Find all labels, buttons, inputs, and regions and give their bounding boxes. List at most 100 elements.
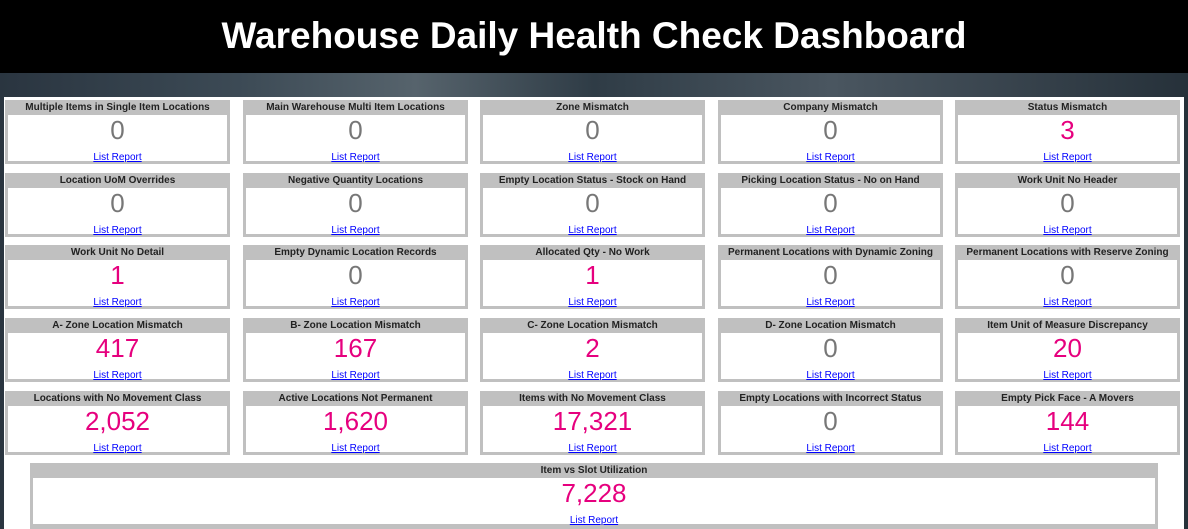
list-report-link[interactable]: List Report	[806, 152, 855, 163]
metric-card: Location UoM Overrides 0 List Report	[5, 173, 230, 237]
card-title: Work Unit No Detail	[70, 247, 165, 258]
card-title: Empty Location Status - Stock on Hand	[498, 175, 687, 186]
list-report-link[interactable]: List Report	[1043, 370, 1092, 381]
card-title: Permanent Locations with Reserve Zoning	[966, 247, 1169, 258]
metric-card: Zone Mismatch 0 List Report	[480, 100, 705, 164]
card-body: 0 List Report	[721, 115, 940, 163]
card-value: 0	[348, 188, 363, 218]
card-title: Multiple Items in Single Item Locations	[25, 102, 210, 113]
metric-card: Empty Pick Face - A Movers 144 List Repo…	[955, 391, 1180, 455]
card-value: 7,228	[561, 478, 627, 508]
card-title: Permanent Locations with Dynamic Zoning	[727, 247, 934, 258]
metric-card: Multiple Items in Single Item Locations …	[5, 100, 230, 164]
card-value: 0	[1060, 260, 1075, 290]
card-value: 1	[585, 260, 600, 290]
card-body: 0 List Report	[246, 260, 465, 308]
list-report-link[interactable]: List Report	[331, 443, 380, 454]
card-body: 144 List Report	[958, 406, 1177, 454]
card-title: Work Unit No Header	[1017, 175, 1118, 186]
card-title: Main Warehouse Multi Item Locations	[266, 102, 445, 113]
card-body: 7,228 List Report	[33, 478, 1155, 526]
list-report-link[interactable]: List Report	[806, 370, 855, 381]
metric-card: Permanent Locations with Dynamic Zoning …	[718, 245, 943, 309]
card-body: 0 List Report	[958, 260, 1177, 308]
card-body: 167 List Report	[246, 333, 465, 381]
card-title: Item Unit of Measure Discrepancy	[987, 320, 1148, 331]
card-value: 0	[1060, 188, 1075, 218]
list-report-link[interactable]: List Report	[568, 152, 617, 163]
metric-card: Item vs Slot Utilization 7,228 List Repo…	[30, 463, 1158, 529]
card-value: 0	[823, 333, 838, 363]
metric-card: Company Mismatch 0 List Report	[718, 100, 943, 164]
metric-card: Empty Dynamic Location Records 0 List Re…	[243, 245, 468, 309]
list-report-link[interactable]: List Report	[331, 225, 380, 236]
list-report-link[interactable]: List Report	[93, 370, 142, 381]
card-value: 0	[823, 260, 838, 290]
card-body: 1 List Report	[483, 260, 702, 308]
metric-card: Locations with No Movement Class 2,052 L…	[5, 391, 230, 455]
card-title: B- Zone Location Mismatch	[290, 320, 421, 331]
list-report-link[interactable]: List Report	[1043, 225, 1092, 236]
list-report-link[interactable]: List Report	[93, 443, 142, 454]
metric-card: Work Unit No Detail 1 List Report	[5, 245, 230, 309]
card-value: 417	[95, 333, 140, 363]
list-report-link[interactable]: List Report	[569, 515, 619, 526]
list-report-link[interactable]: List Report	[568, 443, 617, 454]
card-body: 17,321 List Report	[483, 406, 702, 454]
card-value: 0	[823, 115, 838, 145]
list-report-link[interactable]: List Report	[1043, 152, 1092, 163]
card-title: Status Mismatch	[1027, 102, 1108, 113]
card-body: 0 List Report	[721, 188, 940, 236]
list-report-link[interactable]: List Report	[93, 297, 142, 308]
card-title: Empty Pick Face - A Movers	[1001, 393, 1134, 404]
card-title: Location UoM Overrides	[59, 175, 176, 186]
card-value: 2,052	[84, 406, 151, 436]
card-title: A- Zone Location Mismatch	[52, 320, 183, 331]
card-title: Zone Mismatch	[556, 102, 629, 113]
card-value: 167	[333, 333, 378, 363]
card-title: Items with No Movement Class	[519, 393, 666, 404]
list-report-link[interactable]: List Report	[806, 297, 855, 308]
metric-card: Negative Quantity Locations 0 List Repor…	[243, 173, 468, 237]
dashboard-panel	[4, 97, 1184, 529]
list-report-link[interactable]: List Report	[568, 225, 617, 236]
list-report-link[interactable]: List Report	[568, 370, 617, 381]
card-value: 17,321	[552, 406, 633, 436]
card-title: Item vs Slot Utilization	[540, 465, 648, 476]
card-title: Negative Quantity Locations	[287, 175, 424, 186]
card-body: 0 List Report	[246, 188, 465, 236]
card-body: 0 List Report	[721, 406, 940, 454]
metric-card: A- Zone Location Mismatch 417 List Repor…	[5, 318, 230, 382]
list-report-link[interactable]: List Report	[806, 225, 855, 236]
list-report-link[interactable]: List Report	[93, 152, 142, 163]
list-report-link[interactable]: List Report	[1043, 443, 1092, 454]
list-report-link[interactable]: List Report	[331, 152, 380, 163]
card-body: 0 List Report	[483, 188, 702, 236]
metric-card: Main Warehouse Multi Item Locations 0 Li…	[243, 100, 468, 164]
list-report-link[interactable]: List Report	[331, 297, 380, 308]
card-value: 2	[585, 333, 600, 363]
metric-card: Work Unit No Header 0 List Report	[955, 173, 1180, 237]
list-report-link[interactable]: List Report	[568, 297, 617, 308]
card-title: Empty Locations with Incorrect Status	[739, 393, 922, 404]
card-value: 0	[585, 188, 600, 218]
list-report-link[interactable]: List Report	[806, 443, 855, 454]
card-title: D- Zone Location Mismatch	[765, 320, 896, 331]
card-value: 0	[823, 188, 838, 218]
card-body: 2,052 List Report	[8, 406, 227, 454]
card-value: 0	[348, 115, 363, 145]
metric-card: D- Zone Location Mismatch 0 List Report	[718, 318, 943, 382]
card-body: 1 List Report	[8, 260, 227, 308]
card-value: 0	[110, 115, 125, 145]
list-report-link[interactable]: List Report	[331, 370, 380, 381]
card-title: Allocated Qty - No Work	[535, 247, 650, 258]
card-title: C- Zone Location Mismatch	[527, 320, 658, 331]
metric-card: Permanent Locations with Reserve Zoning …	[955, 245, 1180, 309]
list-report-link[interactable]: List Report	[93, 225, 142, 236]
card-value: 3	[1060, 115, 1075, 145]
card-title: Locations with No Movement Class	[33, 393, 202, 404]
card-value: 0	[110, 188, 125, 218]
card-body: 20 List Report	[958, 333, 1177, 381]
metric-card: Status Mismatch 3 List Report	[955, 100, 1180, 164]
list-report-link[interactable]: List Report	[1043, 297, 1092, 308]
